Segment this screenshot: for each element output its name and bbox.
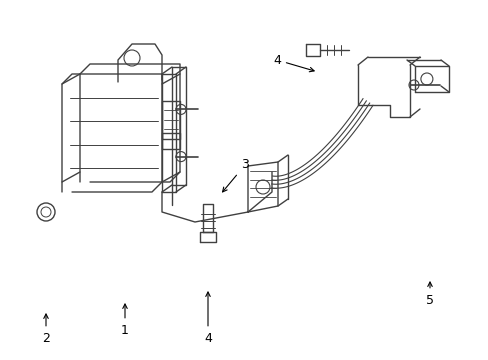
Text: 3: 3 bbox=[222, 158, 248, 192]
Text: 5: 5 bbox=[425, 282, 433, 306]
Text: 4: 4 bbox=[272, 54, 313, 72]
Text: 1: 1 bbox=[121, 304, 129, 337]
Text: 4: 4 bbox=[203, 292, 211, 345]
Text: 2: 2 bbox=[42, 314, 50, 345]
